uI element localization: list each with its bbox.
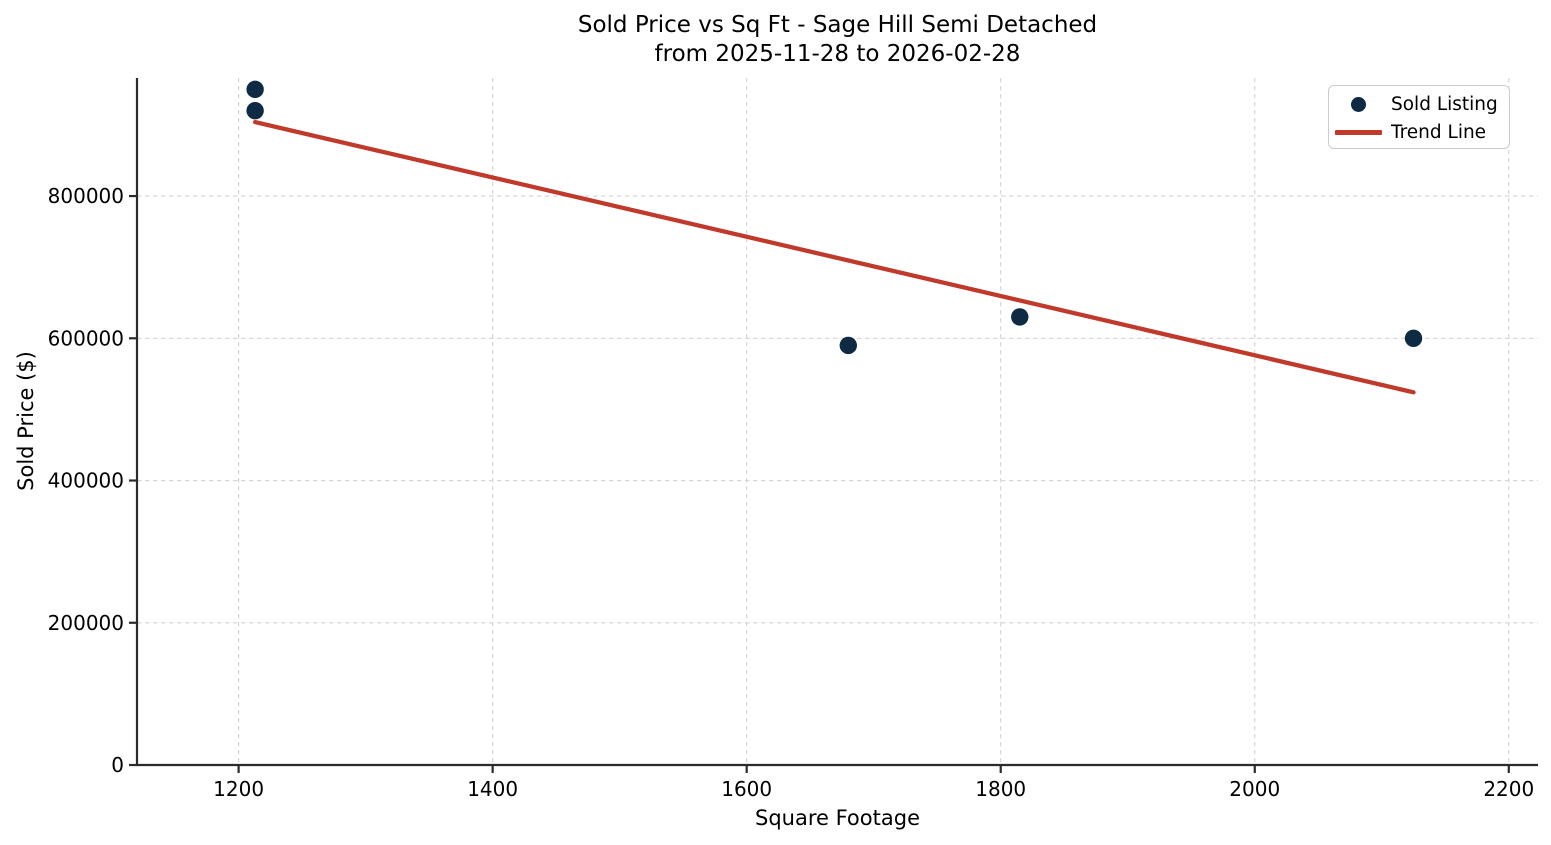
- legend-label-trend-line: Trend Line: [1391, 121, 1487, 143]
- x-tick-label: 2200: [1483, 777, 1534, 801]
- legend-item-sold-listing: Sold Listing: [1334, 90, 1504, 118]
- x-tick-label: 2000: [1229, 777, 1280, 801]
- legend-marker-col: [1334, 96, 1382, 112]
- legend-item-trend-line: Trend Line: [1334, 118, 1504, 146]
- y-tick-label: 400000: [48, 469, 124, 493]
- y-tick-label: 600000: [48, 326, 124, 350]
- data-point: [246, 102, 264, 120]
- data-point: [246, 80, 264, 99]
- trend-line-sample-icon: [1334, 129, 1382, 135]
- data-point: [1011, 308, 1029, 326]
- x-tick-label: 1800: [975, 777, 1026, 801]
- sold-listing-dot-icon: [1350, 96, 1366, 112]
- legend-label-sold-listing: Sold Listing: [1391, 93, 1498, 115]
- y-tick-label: 200000: [48, 611, 124, 635]
- y-axis-label: Sold Price ($): [14, 351, 38, 491]
- x-tick-label: 1600: [721, 777, 772, 801]
- legend: Sold Listing Trend Line: [1328, 85, 1510, 149]
- x-tick-label: 1400: [467, 777, 518, 801]
- chart-title-line-2: from 2025-11-28 to 2026-02-28: [654, 41, 1021, 67]
- chart-title-line-1: Sold Price vs Sq Ft - Sage Hill Semi Det…: [577, 12, 1098, 38]
- data-point: [1404, 329, 1423, 347]
- x-tick-label: 1200: [213, 777, 264, 801]
- y-tick-label: 0: [111, 753, 124, 777]
- trend-line: [252, 119, 1416, 395]
- x-axis-label: Square Footage: [755, 806, 920, 830]
- chart-title: Sold Price vs Sq Ft - Sage Hill Semi Det…: [137, 11, 1538, 69]
- data-point: [839, 336, 857, 355]
- legend-marker-col: [1334, 129, 1382, 135]
- y-tick-label: 800000: [48, 184, 124, 208]
